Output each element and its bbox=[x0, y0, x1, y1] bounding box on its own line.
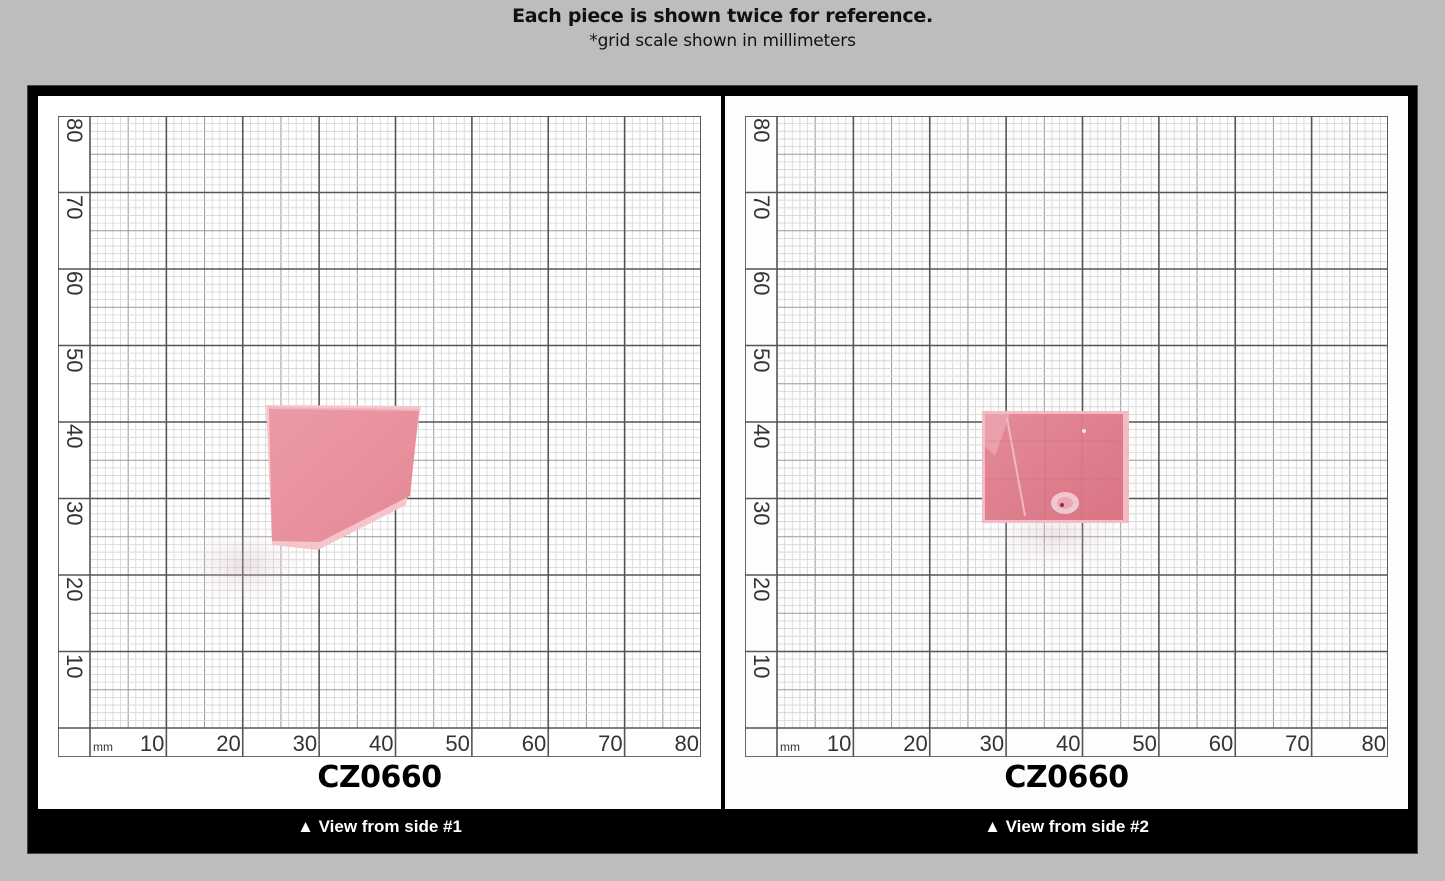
caption-side-1: ▲ View from side #1 bbox=[297, 817, 462, 836]
x-axis-tick-label: 70 bbox=[1285, 731, 1310, 756]
panel-side-2: 80 70 60 50 40 30 20 10 10 20 30 40 50 60 70 80 mm CZ066… bbox=[725, 96, 1408, 809]
x-axis-tick-label: 50 bbox=[445, 731, 470, 756]
caption-side-2: ▲ View from side #2 bbox=[984, 817, 1149, 836]
x-axis-tick-label: 50 bbox=[1132, 731, 1157, 756]
unit-label: mm bbox=[93, 740, 113, 754]
page-title: Each piece is shown twice for reference. bbox=[512, 5, 933, 27]
x-axis-tick-label: 30 bbox=[292, 731, 318, 756]
x-axis-tick-label: 60 bbox=[1208, 731, 1234, 756]
gem-piece-side-2[interactable] bbox=[725, 96, 1408, 809]
gem-piece-side-1[interactable] bbox=[38, 96, 721, 809]
page-subtitle: *grid scale shown in millimeters bbox=[589, 31, 856, 51]
x-axis-tick-label: 60 bbox=[521, 731, 547, 756]
x-axis-tick-label: 40 bbox=[369, 731, 394, 756]
x-axis-tick-label: 20 bbox=[903, 731, 928, 756]
x-axis-tick-label: 40 bbox=[1056, 731, 1081, 756]
x-axis-tick-label: 10 bbox=[826, 731, 852, 756]
piece-code: CZ0660 bbox=[317, 760, 442, 795]
panel-side-1: 80 70 60 50 40 30 20 10 10 20 30 40 50 60 70 80 mm CZ066… bbox=[38, 96, 721, 809]
x-axis-tick-label: 30 bbox=[979, 731, 1005, 756]
unit-label: mm bbox=[780, 740, 800, 754]
x-axis-tick-label: 20 bbox=[216, 731, 241, 756]
x-axis-tick-label: 10 bbox=[139, 731, 165, 756]
x-axis-tick-label: 80 bbox=[1361, 731, 1386, 756]
piece-code: CZ0660 bbox=[1004, 760, 1129, 795]
x-axis-tick-label: 80 bbox=[674, 731, 699, 756]
x-axis-tick-label: 70 bbox=[598, 731, 623, 756]
